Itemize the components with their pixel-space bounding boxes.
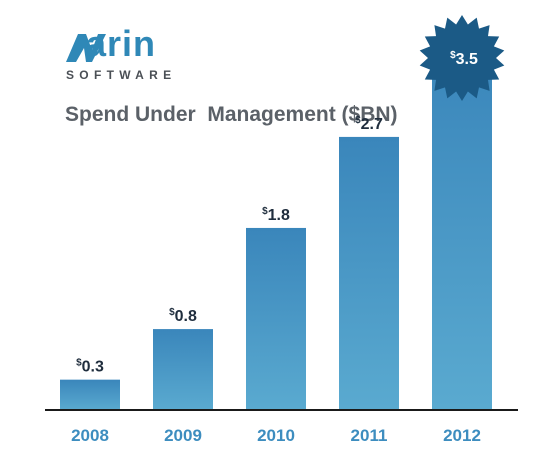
data-label: $0.3 bbox=[76, 358, 104, 376]
x-tick-label: 2011 bbox=[351, 426, 388, 445]
highlight-starburst bbox=[419, 15, 505, 101]
x-tick-label: 2010 bbox=[257, 426, 295, 445]
logo-m-mark bbox=[66, 34, 106, 62]
data-label: $2.7 bbox=[355, 115, 383, 133]
data-label: $0.8 bbox=[169, 307, 197, 325]
logo-subtitle: SOFTWARE bbox=[66, 68, 177, 82]
chart-title: Spend Under Management ($BN) bbox=[65, 103, 398, 126]
logo-wordmark: arin bbox=[86, 23, 157, 64]
x-tick-label: 2008 bbox=[71, 426, 109, 445]
data-label: $3.5 bbox=[450, 50, 478, 68]
bar-2011 bbox=[339, 136, 399, 410]
data-label: $1.8 bbox=[262, 206, 290, 224]
bar-2009 bbox=[153, 329, 213, 410]
bar-2010 bbox=[246, 227, 306, 410]
x-tick-label: 2012 bbox=[443, 426, 481, 445]
bar-2008 bbox=[60, 379, 120, 410]
x-tick-label: 2009 bbox=[164, 426, 202, 445]
marin-logo bbox=[66, 34, 106, 62]
bar-2012 bbox=[432, 56, 492, 410]
